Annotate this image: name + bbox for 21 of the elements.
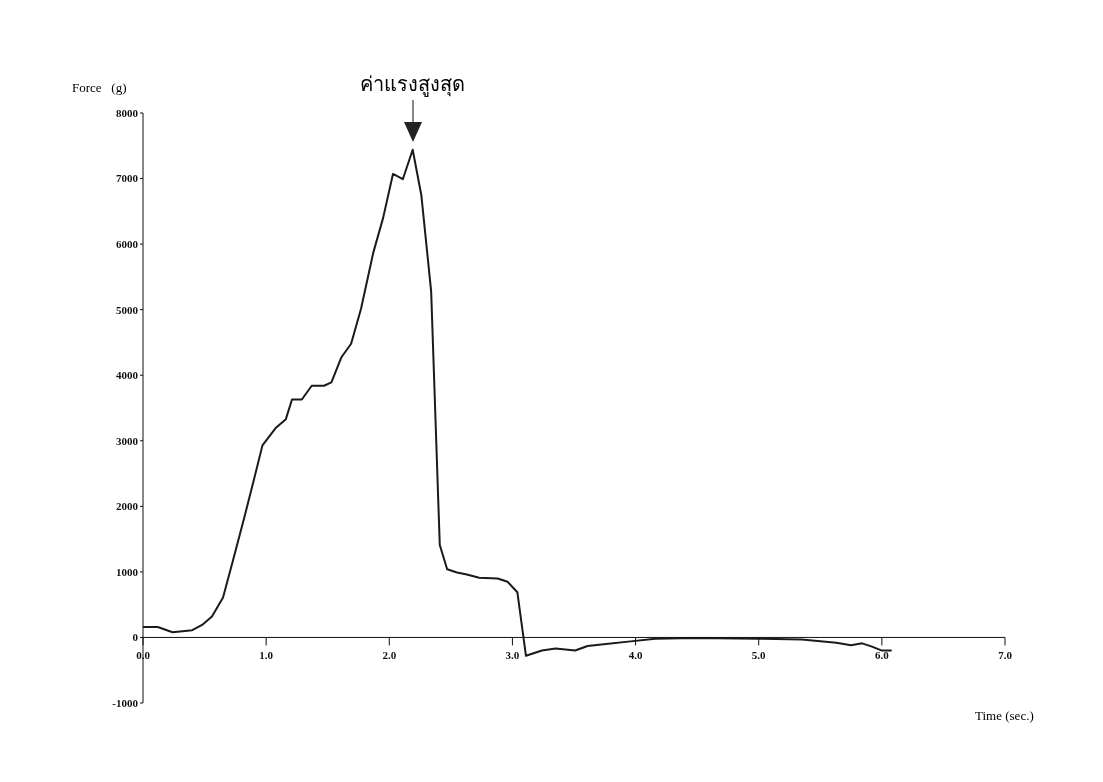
x-tick-label: 5.0 <box>751 649 767 662</box>
x-tick-label: 6.0 <box>874 649 890 662</box>
y-tick-label: 4000 <box>116 369 139 382</box>
y-tick-label: 6000 <box>116 238 139 251</box>
y-tick-label: 3000 <box>116 434 139 447</box>
x-tick-label: 0.0 <box>136 649 151 662</box>
x-tick-label: 7.0 <box>998 649 1013 662</box>
y-tick-label: 1000 <box>116 565 139 578</box>
y-axis-title: Force (g) <box>72 80 127 96</box>
y-tick-label: 5000 <box>116 303 139 316</box>
y-tick-label: -1000 <box>112 696 139 709</box>
x-tick-label: 1.0 <box>259 649 274 662</box>
x-axis-title: Time (sec.) <box>975 708 1034 724</box>
x-tick-label: 4.0 <box>628 649 643 662</box>
y-tick-label: 7000 <box>116 172 139 185</box>
x-tick-label: 2.0 <box>382 649 397 662</box>
y-tick-label: 8000 <box>116 106 139 119</box>
x-tick-label: 3.0 <box>505 649 520 662</box>
y-tick-label: 0 <box>132 631 139 644</box>
y-tick-label: 2000 <box>116 500 139 513</box>
annotation: ค่าแรงสูงสุด <box>359 70 467 99</box>
